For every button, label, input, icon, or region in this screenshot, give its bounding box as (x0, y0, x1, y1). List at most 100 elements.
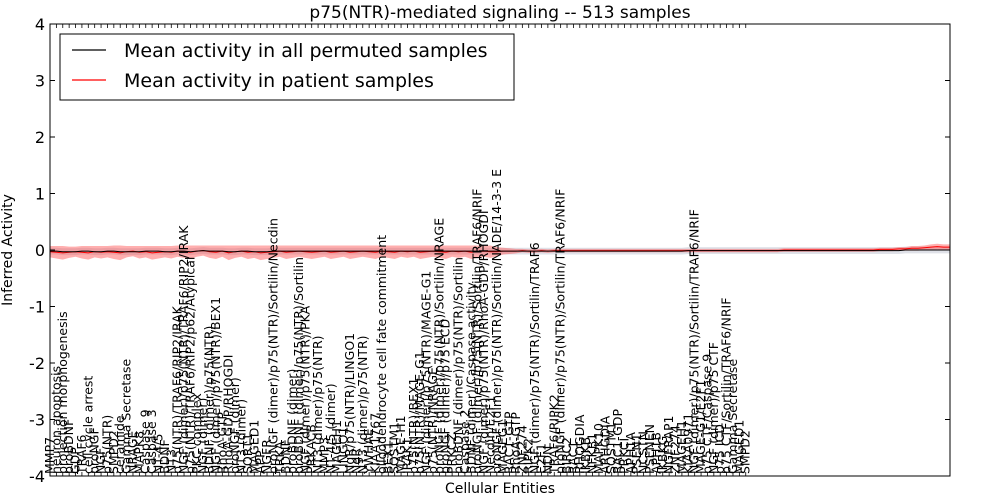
x-tick-label: proBDNF (dimer) (285, 369, 300, 474)
x-tick-label: SQSTM1 (604, 422, 619, 474)
x-tick-label: proBDNF (dimer)/p75(NTR)/Sortilin (451, 257, 466, 474)
x-tick-label: p75 ICD (712, 424, 727, 474)
x-tick-label: p75(NTR)/MAGE-G1 (412, 351, 427, 474)
x-tick-label: proNGF (dimer)/p75(NTR)/Sortilin/NRAGE (431, 218, 446, 474)
x-tick-label: TRKA (272, 441, 287, 475)
x-tick-label: PRKCZ (444, 433, 459, 474)
x-tick-label: TRAF6/RIPK2 (546, 394, 561, 475)
chart-title: p75(NTR)-mediated signaling -- 513 sampl… (309, 3, 690, 23)
x-tick-label: IKBKG (655, 436, 670, 474)
x-tick-label: BDNF (157, 439, 172, 474)
x-tick-label: MAGED1 (731, 420, 746, 474)
x-tick-label: RAC1 (565, 441, 580, 474)
x-tick-label: NT3 (dimer)/p75(NTR) (355, 335, 370, 474)
x-tick-label: MAPK8 (131, 431, 146, 474)
y-tick-label: 1 (35, 185, 45, 204)
x-tick-label: MAGEG1 (495, 420, 510, 474)
x-tick-label: NDN (540, 446, 555, 474)
x-tick-label: proBDNF (dimer)/p75(NTR)/Sortilin (291, 257, 306, 474)
x-tick-label: NGF (dimer)/p75(NTR)/PKA (297, 305, 312, 474)
x-tick-label: proNGF (dimer)/p75(NTR)/Sortilin/TRAF6/N… (470, 189, 485, 474)
x-tick-label: PSEN1 (629, 433, 644, 474)
x-tick-label: PKC complex (189, 393, 204, 474)
x-tick-label: PSENEN (642, 424, 657, 474)
x-tick-label: BDNF (dimer)/p75(NTR) (202, 326, 217, 474)
legend-label-permuted: Mean activity in all permuted samples (124, 40, 487, 62)
y-tick-label: -4 (29, 467, 45, 486)
x-tick-label: ZNF274 (514, 425, 529, 474)
x-tick-label: NGF (dimer)/p75(NTR)/RhoA-GDP/RHOGDI (476, 210, 491, 474)
x-tick-label: Caspase 9 (138, 409, 153, 474)
x-tick-label: MAGEH1 (674, 420, 689, 474)
x-tick-label: ceramide (112, 415, 127, 474)
y-tick-label: 4 (35, 15, 45, 34)
x-tick-label: LINGO1 (336, 427, 351, 474)
x-tick-label: NGF (dimer)/p75(NTR)/Sortilin/TRAF6 (527, 242, 542, 474)
x-tick-label: NgR/p75(NTR)/LINGO1 (342, 333, 357, 474)
x-tick-label: proNGF (dimer)/p75 ECD (438, 319, 453, 474)
x-tick-label: MAGEH1 (329, 420, 344, 474)
x-tick-label: RAC1-GTP (502, 411, 517, 474)
x-tick-label: E2F1 (533, 443, 548, 474)
x-tick-label: SMPD2 (106, 430, 121, 474)
x-tick-label: NgR (348, 448, 363, 474)
x-tick-label: NT-4/5 (151, 434, 166, 474)
x-tick-label: p75(NTR)/NRAGE (425, 367, 440, 474)
x-tick-label: BDNF (dimer)/Caspase activity (463, 282, 478, 474)
x-tick-label: KIAA0971 (680, 413, 695, 474)
x-tick-label: MAPK10 (591, 423, 606, 474)
x-tick-label: p75 CTF/Sortilin/TRAF6/NRIF (719, 298, 734, 474)
x-tick-label: p75(NTR)/TRAF6/RIP2/p62/Atypical (182, 257, 197, 474)
x-tick-label: Gamma Secretase (725, 359, 740, 474)
legend: Mean activity in all permuted samples Me… (59, 33, 515, 101)
x-tick-label: proNGF (87, 427, 102, 474)
x-axis-label: Cellular Entities (445, 481, 555, 497)
x-tick-label: proNGF (dimer)/p75(NTR)/Sortilin/Necdin (265, 218, 280, 474)
y-tick-label: 3 (35, 72, 45, 91)
y-tick-label: -3 (29, 411, 45, 430)
x-tick-label: SQSTM1 (387, 422, 402, 474)
x-tick-label: p75(NTR) (99, 415, 114, 474)
legend-label-patient: Mean activity in patient samples (124, 70, 434, 92)
x-tick-label: proBDNF (61, 419, 76, 474)
x-tick-label: NGF (dimer)/p75(NTR)/Sortilin/TRAF6/NRIF (687, 209, 702, 474)
x-tick-label: proNGF (dimer) (227, 377, 242, 474)
x-tick-label: MAGE-G1/E2F1 (693, 379, 708, 474)
x-tick-label: Caspase 3 (144, 409, 159, 474)
x-tick-label: NGFR (259, 439, 274, 474)
x-tick-label: NCSTN (636, 431, 651, 474)
x-tick-label: NGF (dimer)/p75(NTR)/TRAF6/RIP2/IRAK (176, 225, 191, 474)
y-tick-label: -1 (29, 298, 45, 317)
x-tick-label: RhoA-GTP (508, 412, 523, 474)
y-axis-ticks: -4 -3 -2 -1 0 1 2 3 4 (29, 15, 950, 486)
x-tick-label: SORT1 (240, 433, 255, 474)
x-axis-ticks (49, 24, 747, 476)
x-tick-label: neuron apoptosis (48, 366, 63, 474)
activity-lines (49, 246, 950, 254)
x-tick-label: SMPD2 (738, 430, 753, 474)
x-tick-label: p75(NTR)/BEX1 (406, 378, 421, 474)
x-tick-label: ZNF274 (668, 425, 683, 474)
x-tick-label: NFKB1 (585, 433, 600, 474)
x-tick-label: NT3 (dimer)/p75(NTR) (310, 335, 325, 474)
x-tick-label: proNGF (dimer)/p75(NTR)/Sortilin/TRAF6/N… (553, 189, 568, 474)
x-tick-label: NGF (dimer) (195, 398, 210, 474)
x-tick-label: NT3 (dimer) (233, 399, 248, 474)
x-tick-label: MAGED1 (246, 420, 261, 474)
x-tick-label: p75(NTR)/TRAF6/RIP2/IRAK (170, 305, 185, 474)
x-tick-label: APP (253, 450, 268, 474)
x-tick-label: GDP (68, 447, 83, 474)
x-tick-label: NRAGE (125, 430, 140, 474)
x-tick-label: MMP7 (42, 437, 57, 474)
y-tick-label: -2 (29, 354, 45, 373)
x-tick-label: projection morphogenesis (55, 311, 70, 474)
x-tick-label: Necdin/E2F1 (482, 396, 497, 474)
x-tick-label: NGFRAP1 (661, 416, 676, 474)
patient-confidence-band (50, 243, 950, 261)
x-tick-label: RHOGDIA (572, 414, 587, 474)
x-tick-label: p75 CTF/Caspase 9 (699, 354, 714, 474)
x-tick-label: KIAA1767 (368, 413, 383, 474)
x-tick-label: MAGE-H1 (393, 415, 408, 474)
